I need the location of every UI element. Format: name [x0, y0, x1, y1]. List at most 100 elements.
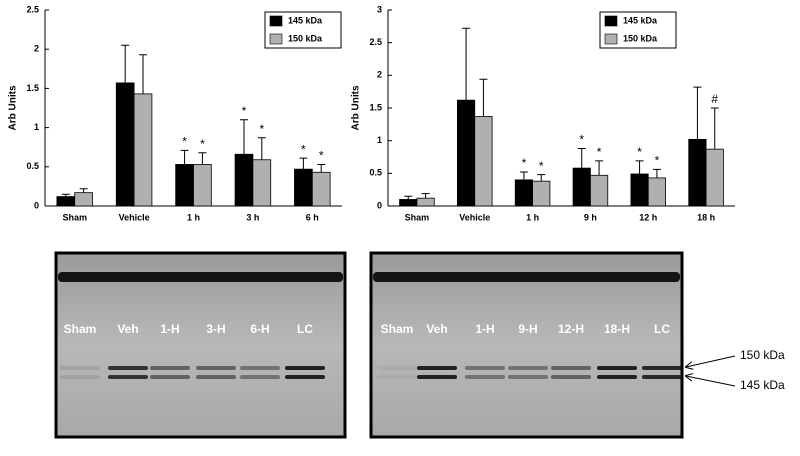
lane-label: LC [297, 322, 313, 336]
gel-band [240, 366, 280, 370]
annotation: * [242, 104, 247, 118]
lane-label: 12-H [558, 322, 584, 336]
y-tick-label: 0.5 [369, 168, 382, 178]
x-tick-label: Sham [405, 212, 430, 222]
annotation: * [597, 145, 602, 159]
error-bar [519, 171, 528, 180]
x-tick-label: 12 h [639, 212, 657, 222]
gel-band [597, 375, 637, 379]
error-bar [299, 157, 308, 170]
bar [590, 174, 609, 207]
legend-swatch [269, 15, 283, 27]
bar [175, 164, 194, 207]
gel-band [642, 366, 682, 370]
bar [56, 196, 76, 207]
gel-band [58, 272, 343, 282]
error-bar [693, 86, 702, 140]
annotation: * [200, 137, 205, 151]
bar [688, 138, 707, 207]
bar [399, 199, 418, 207]
lane-label: 3-H [206, 322, 225, 336]
x-tick-label: 1 h [526, 212, 539, 222]
gel-band [108, 375, 148, 379]
bar [133, 93, 153, 207]
bar [514, 179, 533, 207]
legend-swatch [604, 33, 618, 45]
gel-band [285, 375, 325, 379]
error-bar [180, 149, 189, 165]
error-bar [652, 168, 661, 178]
bar [294, 168, 313, 207]
lane-label: LC [654, 322, 670, 336]
lane-label: Sham [381, 322, 414, 336]
gel-image: Sham Veh 1-H 3-H 6-H LC [54, 251, 347, 439]
legend-label: 145 kDa [288, 15, 323, 25]
error-bar [710, 107, 719, 150]
annotation: * [579, 133, 584, 147]
annotation: * [259, 122, 264, 136]
error-bar [239, 119, 248, 155]
marker-label: 145 kDa [740, 378, 785, 392]
error-bar [79, 188, 88, 193]
gel-band [377, 375, 417, 379]
annotation: * [182, 135, 187, 149]
y-tick-label: 1 [34, 122, 39, 132]
bar [193, 164, 212, 207]
gel-band [508, 375, 548, 379]
gel-band [417, 366, 457, 370]
gel-band [597, 366, 637, 370]
bar [532, 180, 551, 207]
bar [474, 116, 493, 207]
lane-label: 1-H [160, 322, 179, 336]
lane-label: 18-H [604, 322, 630, 336]
marker-label: 150 kDa [740, 348, 785, 362]
gel-band [60, 375, 100, 379]
bar [456, 99, 476, 207]
x-tick-label: Sham [62, 212, 87, 222]
bar [311, 171, 331, 207]
lane-label: Veh [117, 322, 138, 336]
bar [416, 197, 435, 207]
gel-band [196, 375, 236, 379]
lane-label: 6-H [250, 322, 269, 336]
error-bar [595, 160, 604, 176]
error-bar [635, 160, 644, 174]
gel-band [642, 375, 682, 379]
error-bar [317, 163, 326, 173]
error-bar [421, 193, 430, 199]
error-bar [61, 193, 70, 197]
gel-band [60, 366, 100, 370]
y-tick-label: 2 [34, 44, 39, 54]
error-bar [139, 54, 148, 94]
bar [115, 82, 135, 207]
lane-label: 1-H [475, 322, 494, 336]
y-tick-label: 0.5 [26, 161, 39, 171]
legend-swatch [604, 15, 618, 27]
gel-band [465, 366, 505, 370]
x-tick-label: 3 h [246, 212, 259, 222]
error-bar [121, 44, 130, 83]
lane-label: 9-H [518, 322, 537, 336]
lane-label: Veh [426, 322, 447, 336]
gel-band [551, 375, 591, 379]
gel-band [465, 375, 505, 379]
legend-label: 145 kDa [623, 15, 658, 25]
gel-band [150, 366, 190, 370]
annotation: # [711, 92, 718, 106]
y-tick-label: 2.5 [369, 37, 382, 47]
annotation: * [301, 142, 306, 156]
gel-band [150, 375, 190, 379]
error-bar [577, 148, 586, 169]
x-tick-label: 6 h [306, 212, 319, 222]
y-tick-label: 0 [34, 200, 39, 210]
legend-label: 150 kDa [288, 33, 323, 43]
bar [572, 167, 591, 207]
y-axis-label: Arb Units [8, 85, 19, 130]
gel-band [373, 272, 680, 282]
arrow [686, 355, 736, 367]
y-tick-label: 2 [377, 70, 382, 80]
y-tick-label: 1 [377, 135, 382, 145]
bar [647, 177, 667, 207]
annotation: * [637, 145, 642, 159]
lane-label: Sham [64, 322, 97, 336]
